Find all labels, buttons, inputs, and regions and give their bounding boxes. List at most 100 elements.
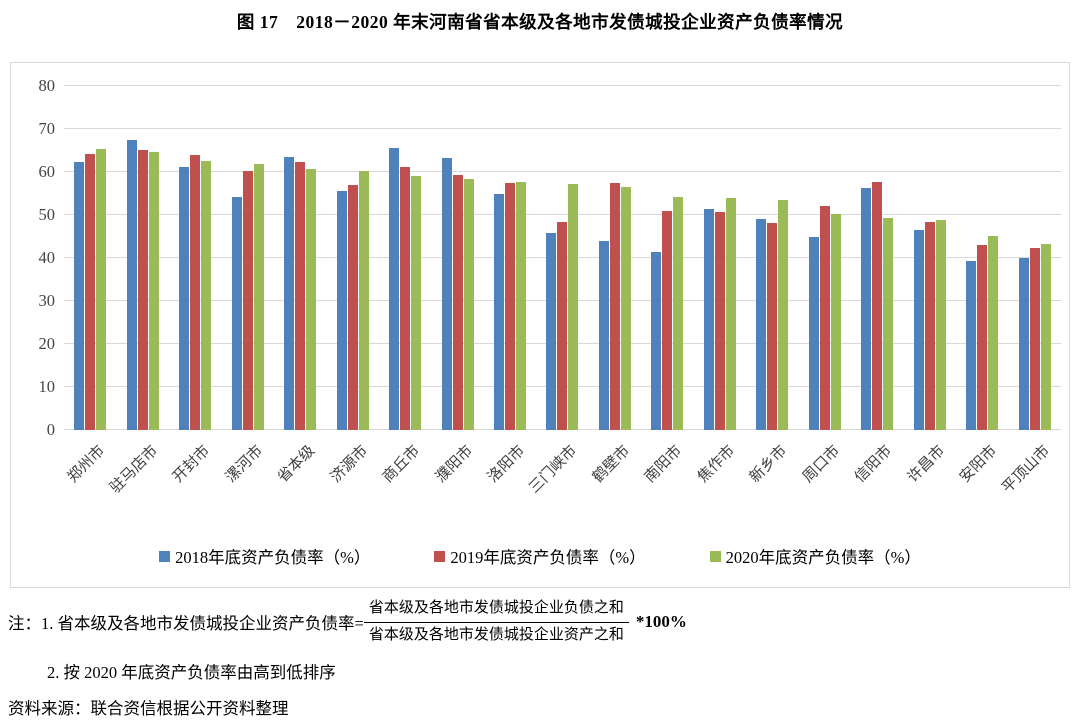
x-tick-label: 省本级	[275, 442, 319, 486]
bar	[231, 197, 242, 430]
bar	[714, 212, 725, 430]
bar	[74, 162, 85, 430]
bar	[598, 241, 609, 430]
bar	[400, 166, 411, 430]
chart-title: 图 17 2018－2020 年末河南省省本级及各地市发债城投企业资产负债率情况	[236, 12, 844, 32]
fraction-numerator: 省本级及各地市发债城投企业负债之和	[363, 597, 629, 623]
bar	[137, 150, 148, 430]
x-axis-labels: 郑州市 驻马店市 开封市 漯河市 省本级 济源市 商丘市 濮阳市 洛阳市 三门峡市 鹤壁市 南阳市 焦作…	[64, 434, 1061, 554]
y-tick-label: 0	[46, 419, 55, 439]
bar	[778, 200, 789, 430]
bar-group	[379, 86, 431, 430]
bar	[966, 260, 977, 430]
gridline	[64, 128, 1061, 129]
bar	[767, 222, 778, 430]
bar	[1018, 258, 1029, 430]
legend-item: 2018年底资产负债率（%）	[159, 544, 370, 568]
chart-container: 0 10 20 30 40 50 60 70 80 郑州市 驻马店市 开封市 漯河市 省本级 济源市 商丘市…	[10, 62, 1070, 588]
formula-fraction: 省本级及各地市发债城投企业负债之和 省本级及各地市发债城投企业资产之和	[363, 597, 629, 647]
y-tick-label: 20	[38, 333, 56, 353]
x-tick-label: 商丘市	[380, 442, 424, 486]
y-tick-label: 40	[38, 247, 56, 267]
x-tick-label: 驻马店市	[107, 442, 161, 497]
x-tick-label: 洛阳市	[485, 442, 529, 486]
bar	[620, 187, 631, 430]
legend-swatch	[434, 550, 446, 562]
legend-item: 2020年底资产负债率（%）	[709, 544, 921, 568]
bar-group	[64, 86, 116, 430]
bar-group	[746, 86, 798, 430]
legend-item: 2019年底资产负债率（%）	[434, 544, 646, 568]
bar-group	[484, 86, 536, 430]
bar	[977, 245, 988, 430]
note-1-prefix: 注：1. 省本级及各地市发债城投企业资产负债率=	[8, 613, 364, 633]
bar	[463, 178, 474, 430]
bar	[872, 182, 883, 430]
x-tick-label: 郑州市	[65, 442, 109, 486]
x-tick-label: 济源市	[327, 442, 371, 486]
bar	[756, 219, 767, 430]
bar-group	[326, 86, 378, 430]
bar	[126, 140, 137, 430]
x-tick-label: 周口市	[799, 442, 844, 486]
legend-label: 2020年底资产负债率（%）	[725, 548, 921, 567]
bar-group	[274, 86, 326, 430]
bar	[201, 160, 212, 430]
legend-swatch	[159, 550, 171, 562]
x-tick-label: 漯河市	[222, 442, 266, 486]
note-1: 注：1. 省本级及各地市发债城投企业资产负债率= 省本级及各地市发债城投企业负债…	[8, 597, 687, 647]
bar	[505, 182, 516, 430]
x-tick-label: 焦作市	[694, 442, 739, 486]
x-tick-label: 新乡市	[747, 442, 791, 486]
bar	[913, 230, 924, 430]
bar-group	[169, 86, 221, 430]
bar	[148, 152, 159, 430]
x-tick-label: 平顶山市	[999, 442, 1053, 497]
bar	[725, 197, 736, 430]
x-tick-label: 南阳市	[642, 442, 686, 486]
bar-group	[1009, 86, 1061, 430]
bar	[703, 209, 714, 430]
bar	[96, 148, 107, 430]
bar	[662, 210, 673, 430]
bar-group	[799, 86, 851, 430]
bar	[190, 155, 201, 430]
bar	[557, 222, 568, 430]
y-tick-label: 70	[38, 118, 56, 138]
gridline	[64, 85, 1061, 86]
bar	[411, 176, 422, 430]
bar-group	[221, 86, 273, 430]
bar	[568, 183, 579, 430]
note-1-suffix: *100%	[635, 611, 687, 631]
bar	[830, 213, 841, 430]
bar	[494, 194, 505, 430]
y-tick-label: 10	[38, 376, 56, 396]
x-tick-label: 信阳市	[852, 442, 896, 486]
bar	[1040, 244, 1051, 430]
bar	[924, 222, 935, 430]
bar-group	[851, 86, 903, 430]
bar	[546, 233, 557, 430]
bar-group	[694, 86, 746, 430]
bar	[935, 220, 946, 430]
y-tick-label: 50	[38, 204, 56, 224]
bar	[85, 154, 96, 430]
bar	[347, 185, 358, 430]
bar	[179, 166, 190, 430]
x-tick-label: 三门峡市	[526, 442, 581, 497]
bar	[389, 147, 400, 430]
plot-area	[64, 85, 1061, 430]
bar	[284, 156, 295, 430]
y-tick-label: 30	[38, 290, 56, 310]
bar-group	[431, 86, 483, 430]
bar	[242, 170, 253, 430]
bar	[452, 175, 463, 430]
source-line: 资料来源：联合资信根据公开资料整理	[8, 699, 289, 718]
bar	[1029, 247, 1040, 430]
y-tick-label: 80	[38, 75, 56, 95]
x-tick-label: 许昌市	[904, 442, 948, 486]
x-tick-label: 鹤壁市	[589, 442, 634, 486]
bar	[861, 188, 872, 430]
bar	[883, 218, 894, 430]
bar	[306, 168, 317, 430]
